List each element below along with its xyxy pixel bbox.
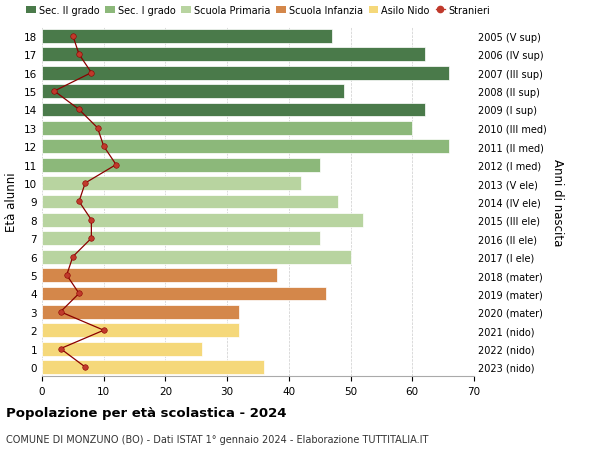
Bar (42, 324, 239, 337)
Bar (42, 85, 344, 99)
Bar (42, 177, 301, 190)
Bar (42, 103, 425, 117)
Bar (42, 305, 239, 319)
Bar (42, 232, 320, 246)
Bar (42, 287, 326, 301)
Text: COMUNE DI MONZUNO (BO) - Dati ISTAT 1° gennaio 2024 - Elaborazione TUTTITALIA.IT: COMUNE DI MONZUNO (BO) - Dati ISTAT 1° g… (6, 434, 428, 444)
Y-axis label: Anni di nascita: Anni di nascita (551, 158, 563, 246)
Bar (42, 122, 412, 135)
Bar (42, 140, 449, 154)
Bar (42, 269, 277, 282)
Bar (42, 30, 332, 44)
Text: Popolazione per età scolastica - 2024: Popolazione per età scolastica - 2024 (6, 406, 287, 419)
Y-axis label: Età alunni: Età alunni (5, 172, 19, 232)
Legend: Sec. II grado, Sec. I grado, Scuola Primaria, Scuola Infanzia, Asilo Nido, Stran: Sec. II grado, Sec. I grado, Scuola Prim… (26, 6, 490, 16)
Bar (42, 195, 338, 209)
Bar (42, 342, 202, 356)
Bar (42, 213, 363, 227)
Bar (42, 250, 350, 264)
Bar (42, 360, 264, 374)
Bar (42, 48, 425, 62)
Bar (42, 158, 320, 172)
Bar (42, 67, 449, 80)
